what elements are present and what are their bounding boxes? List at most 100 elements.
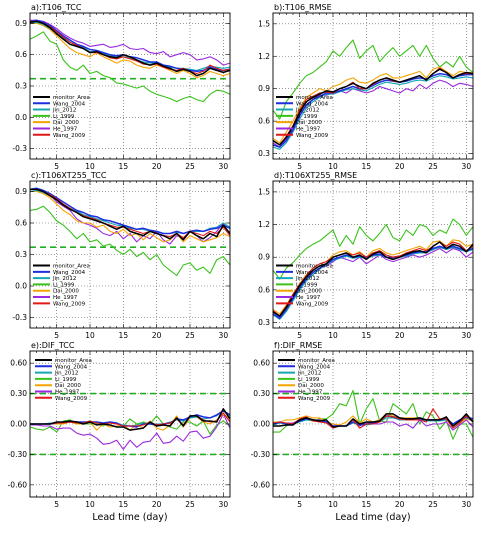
y-tick-label: 0.3 — [15, 250, 27, 259]
legend-label: Dai_2000 — [296, 120, 322, 126]
legend-label: monitor_Area — [53, 95, 90, 101]
legend-label: Wang_2004 — [296, 101, 329, 107]
panel-title: b):T106_RMSE — [274, 3, 332, 12]
x-tick-label: 5 — [54, 500, 59, 509]
series-line-wang-2004 — [29, 19, 231, 73]
y-tick-label: 0.6 — [258, 117, 270, 126]
legend-label: monitor_Area — [53, 264, 90, 270]
legend-label: He_1997 — [296, 126, 321, 132]
y-tick-label: -0.3 — [12, 144, 27, 153]
series-line-jin-2012 — [29, 21, 231, 71]
x-tick-label: 25 — [185, 500, 195, 509]
panel-title: a):T106_TCC — [31, 3, 82, 12]
x-tick-label: 30 — [462, 331, 472, 340]
legend-label: Dai_2000 — [296, 289, 322, 295]
y-tick-label: -0.60 — [8, 480, 28, 489]
y-tick-label: 0.00 — [253, 420, 270, 429]
legend-label: Wang_2004 — [298, 364, 331, 370]
x-tick-label: 25 — [185, 162, 195, 171]
x-tick-label: 30 — [219, 162, 229, 171]
series-line-monitor-area — [30, 188, 231, 241]
x-tick-label: 30 — [219, 331, 229, 340]
y-tick-label: -0.30 — [251, 450, 271, 459]
legend-label: Wang_2004 — [53, 101, 86, 107]
legend-label: Jin_2012 — [295, 276, 319, 282]
legend-label: Li_1999 — [298, 377, 320, 383]
x-tick-label: 10 — [85, 162, 95, 171]
panel-b: b):T106_RMSE 5 10 15 20 25 30 1.5 1.2 0.9 0.6 0.3 mo… — [258, 3, 474, 171]
y-tick-label: 0.6 — [15, 219, 27, 228]
legend-label: He_1997 — [53, 126, 78, 132]
y-tick-label: 1.5 — [258, 187, 270, 196]
y-tick-label: -0.60 — [251, 480, 271, 489]
legend-label: Wang_2009 — [296, 133, 329, 139]
panel-e: e):DIF_TCC 5 10 15 20 25 30 0.60 0.30 0.00 -0.30 -0… — [8, 341, 231, 523]
legend-label: Dai_2000 — [298, 383, 324, 389]
x-tick-label: 25 — [185, 331, 195, 340]
legend-label: monitor_Area — [296, 95, 333, 101]
panel-title: d):T106XT255_RMSE — [274, 171, 357, 180]
legend-label: Wang_2009 — [296, 301, 329, 307]
y-tick-label: 0.6 — [15, 50, 27, 59]
y-tick-label: 0.9 — [15, 19, 27, 28]
legend-label: Wang_2004 — [55, 364, 88, 370]
legend-label: Wang_2004 — [53, 270, 86, 276]
series-line-jin-2012 — [272, 75, 474, 150]
x-tick-label: 10 — [328, 162, 338, 171]
legend-label: monitor_Area — [55, 358, 92, 364]
y-tick-label: 1.5 — [258, 19, 270, 28]
legend-label: monitor_Area — [298, 358, 335, 364]
x-tick-label: 25 — [428, 500, 438, 509]
legend-label: monitor_Area — [296, 264, 333, 270]
series-line-dai-2000 — [30, 190, 231, 243]
legend-label: Jin_2012 — [52, 276, 76, 282]
x-tick-label: 30 — [462, 500, 472, 509]
x-tick-label: 15 — [362, 500, 372, 509]
series-line-monitor-area — [273, 413, 474, 428]
legend-label: Wang_2009 — [298, 396, 331, 402]
y-tick-label: 0.3 — [15, 82, 27, 91]
legend-label: Li_1999 — [53, 114, 75, 120]
legend-label: Jin_2012 — [54, 371, 78, 377]
y-tick-label: 0.30 — [253, 389, 270, 398]
series-line-jin-2012 — [272, 246, 474, 320]
y-tick-label: 0.00 — [10, 420, 27, 429]
x-tick-label: 5 — [54, 162, 59, 171]
y-tick-label: 1.2 — [258, 220, 270, 229]
y-tick-label: 0.9 — [258, 253, 270, 262]
y-tick-label: 0.0 — [15, 113, 27, 122]
legend-label: He_1997 — [298, 390, 323, 396]
x-tick-label: 20 — [395, 500, 405, 509]
x-tick-label: 15 — [119, 162, 129, 171]
series-line-wang-2009 — [30, 20, 231, 75]
x-tick-label: 15 — [119, 331, 129, 340]
x-tick-label: 5 — [297, 500, 302, 509]
legend-label: Wang_2009 — [53, 301, 86, 307]
series-line-he-1997 — [30, 413, 231, 450]
x-tick-label: 20 — [395, 331, 405, 340]
series-line-dai-2000 — [30, 22, 231, 79]
y-tick-label: 0.9 — [15, 187, 27, 196]
panel-title: f):DIF_RMSE — [274, 341, 322, 350]
x-tick-label: 20 — [152, 162, 162, 171]
y-tick-label: -0.3 — [12, 313, 27, 322]
legend-label: Li_1999 — [296, 282, 318, 288]
series-line-wang-2009 — [30, 188, 231, 239]
panel-c: c):T106XT255_TCC 5 10 15 20 25 30 0.9 0.6 0.3 0.0 -… — [12, 171, 231, 340]
y-tick-label: 0.3 — [258, 149, 270, 158]
legend-label: He_1997 — [53, 295, 78, 301]
panel-f: f):DIF_RMSE 5 10 15 20 25 30 0.60 0.30 0.00 -0.30 -… — [251, 341, 474, 523]
panel-a: a):T106_TCC 5 10 15 20 25 30 0.9 0.6 0.3 0.0 -0.3 mo… — [12, 3, 231, 171]
series-line-he-1997 — [30, 19, 231, 66]
panel-title: c):T106XT255_TCC — [31, 171, 107, 180]
panel-title: e):DIF_TCC — [31, 341, 75, 350]
legend-label: Li_1999 — [296, 114, 318, 120]
x-tick-label: 10 — [328, 331, 338, 340]
x-tick-label: 10 — [85, 331, 95, 340]
legend-label: He_1997 — [296, 295, 321, 301]
x-axis-label: Lead time (day) — [92, 512, 167, 523]
y-tick-label: 0.6 — [258, 285, 270, 294]
x-tick-label: 15 — [362, 331, 372, 340]
series-line-dai-2000 — [272, 239, 474, 315]
